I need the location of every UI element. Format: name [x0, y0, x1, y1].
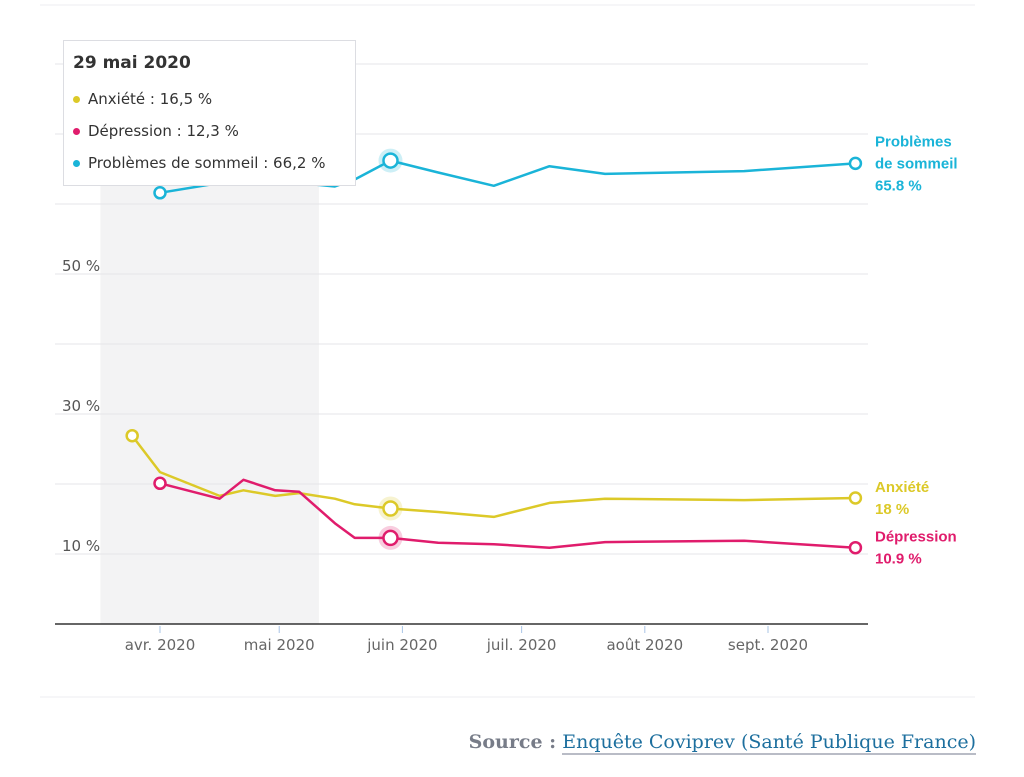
series-end-label: 10.9 % [875, 551, 922, 568]
x-tick-label: juil. 2020 [486, 636, 557, 654]
tooltip-row-depression: Dépression : 12,3 % [73, 115, 355, 147]
x-tick-label: août 2020 [606, 636, 683, 654]
source-label: Source : [468, 731, 557, 753]
legend-dot-icon [73, 95, 80, 103]
tooltip-row-text: Problèmes de sommeil : 66,2 % [88, 154, 326, 172]
series-end-label: 65.8 % [875, 177, 922, 194]
source-link[interactable]: Enquête Coviprev (Santé Publique France) [562, 731, 976, 755]
tooltip-row-sommeil: Problèmes de sommeil : 66,2 % [73, 147, 355, 179]
data-point [125, 428, 139, 443]
series-end-label: Problèmes [875, 133, 952, 150]
series-end-label: 18 % [875, 501, 909, 518]
legend-dot-icon [73, 159, 80, 167]
legend-dot-icon [73, 127, 80, 135]
data-point [848, 156, 863, 171]
tooltip-row-anxiete: Anxiété : 16,5 % [73, 83, 355, 115]
series-end-label: Anxiété [875, 479, 929, 496]
tooltip-row-text: Anxiété : 16,5 % [88, 90, 213, 108]
series-line-1 [131, 434, 856, 519]
x-tick-label: sept. 2020 [728, 636, 808, 654]
x-tick-label: juin 2020 [366, 636, 437, 654]
data-point [848, 540, 863, 555]
data-point [153, 186, 167, 200]
data-point [382, 500, 399, 517]
data-point [382, 152, 399, 169]
tooltip-title: 29 mai 2020 [73, 53, 191, 73]
series-line-2 [159, 478, 856, 549]
data-point [153, 476, 167, 491]
y-tick-label: 50 % [62, 257, 100, 275]
y-tick-label: 10 % [62, 537, 100, 555]
source-note: Source : Enquête Coviprev (Santé Publiqu… [468, 731, 976, 755]
data-point [382, 529, 399, 547]
y-tick-label: 30 % [62, 397, 100, 415]
x-tick-label: avr. 2020 [125, 636, 196, 654]
x-tick-label: mai 2020 [244, 636, 315, 654]
tooltip-row-text: Dépression : 12,3 % [88, 122, 239, 140]
data-point [848, 491, 863, 505]
series-end-label: de sommeil [875, 155, 958, 172]
series-end-label: Dépression [875, 529, 957, 546]
tooltip: 29 mai 2020 Anxiété : 16,5 % Dépression … [63, 40, 356, 186]
